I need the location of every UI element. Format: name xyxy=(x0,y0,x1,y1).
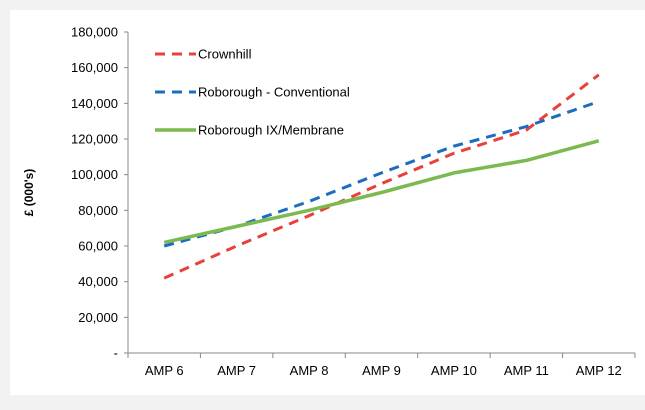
x-axis-ticks: AMP 6 AMP 7 AMP 8 AMP 9 AMP 10 AMP 11 AMP 12 xyxy=(127,353,636,378)
series-lines xyxy=(163,73,600,280)
x-tick-label: AMP 12 xyxy=(576,363,622,378)
y-tick-label: - xyxy=(114,346,118,361)
x-tick-label: AMP 7 xyxy=(217,363,256,378)
y-tick-label: 80,000 xyxy=(78,203,118,218)
y-axis-ticks: - 20,000 40,000 60,000 80,000 100,000 120,000 1… xyxy=(71,25,128,361)
x-tick-label: AMP 6 xyxy=(145,363,184,378)
series-line-0 xyxy=(163,73,600,280)
y-tick-label: 100,000 xyxy=(71,167,118,182)
y-tick-label: 180,000 xyxy=(71,25,118,40)
y-tick-label: 40,000 xyxy=(78,274,118,289)
legend: Crownhill Roborough - Conventional Roborou… xyxy=(155,47,350,138)
y-tick-label: 140,000 xyxy=(71,96,118,111)
chart-panel: - 20,000 40,000 60,000 80,000 100,000 120,000 1… xyxy=(10,10,645,395)
series-line-2 xyxy=(163,139,600,245)
x-tick-label: AMP 9 xyxy=(362,363,401,378)
x-tick-label: AMP 10 xyxy=(431,363,477,378)
y-tick-label: 120,000 xyxy=(71,132,118,147)
x-tick-label: AMP 8 xyxy=(290,363,329,378)
line-chart: - 20,000 40,000 60,000 80,000 100,000 120,000 1… xyxy=(22,25,636,378)
y-tick-label: 160,000 xyxy=(71,60,118,75)
x-tick-label: AMP 11 xyxy=(504,363,549,378)
y-tick-label: 20,000 xyxy=(78,310,118,325)
legend-label: Roborough - Conventional xyxy=(198,85,350,100)
y-tick-label: 60,000 xyxy=(78,239,118,254)
legend-label: Roborough IX/Membrane xyxy=(198,123,344,138)
legend-label: Crownhill xyxy=(198,47,252,62)
axes xyxy=(127,32,635,354)
y-axis-label: £ (000's) xyxy=(22,169,36,217)
